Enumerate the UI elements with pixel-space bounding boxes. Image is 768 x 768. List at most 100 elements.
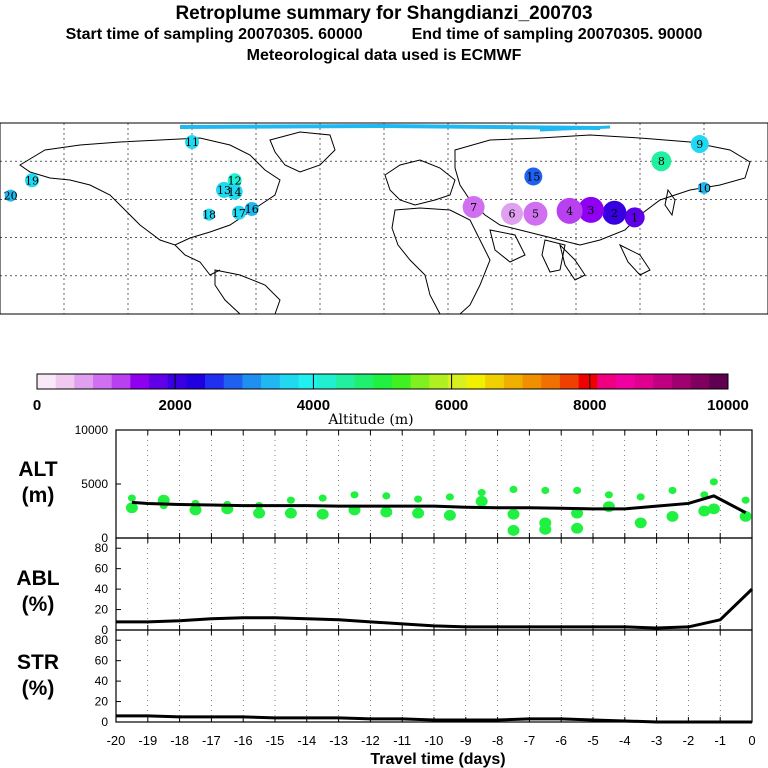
alt-cluster-dot <box>539 523 552 535</box>
colorbar-cell <box>709 374 729 389</box>
alt-cluster-dot <box>507 508 520 520</box>
colorbar-cell <box>503 374 523 389</box>
colorbar-tick-label: 10000 <box>707 397 749 414</box>
plume-circle <box>226 183 243 200</box>
alt-ytick-tick-label: 0 <box>101 531 108 545</box>
plume-day-label: 1 <box>631 211 638 224</box>
alt-cluster-dot <box>127 494 136 502</box>
colorbar-label: Altitude (m) <box>327 412 413 428</box>
abl-ytick-tick-label: 40 <box>95 582 109 596</box>
colorbar-cell <box>130 374 150 389</box>
sampling-times: Start time of sampling 20070305. 60000 E… <box>0 26 768 44</box>
str-ytick-tick-label: 40 <box>95 674 109 688</box>
plume-day-label: 19 <box>25 174 39 187</box>
x-tick-label: -20 <box>107 733 126 748</box>
plume-day-label: 14 <box>228 186 242 199</box>
colorbar-cell <box>466 374 486 389</box>
alt-cluster-dot <box>709 478 718 486</box>
map-grid <box>0 123 768 314</box>
abl-line <box>116 588 754 630</box>
alt-cluster-dot <box>634 517 647 529</box>
colorbar-cell <box>597 374 617 389</box>
plume-day-label: 18 <box>202 209 216 222</box>
alt-cluster-dot <box>350 491 359 499</box>
abl-ytick-tick-label: 80 <box>95 541 109 555</box>
alt-cluster-dot <box>741 496 750 504</box>
alt-cluster-dot <box>636 493 645 501</box>
plume-day-label: 17 <box>232 207 246 220</box>
colorbar-cell <box>634 374 654 389</box>
time-series-panels: ALT (m) ABL (%) STR (%) 0 5000 10000 0 20 40… <box>16 423 755 768</box>
str-unit: (%) <box>22 677 55 700</box>
plume-circle <box>556 197 583 224</box>
colorbar-cell <box>410 374 430 389</box>
colorbar-cell <box>242 374 262 389</box>
plume-circle <box>185 135 199 150</box>
alt-cluster-dot <box>189 504 202 516</box>
x-tick-label: -11 <box>393 733 411 748</box>
map-coastlines <box>19 131 751 315</box>
alt-cluster-dot <box>541 486 550 495</box>
abl-ytick-tick-label: 60 <box>95 562 109 576</box>
colorbar-cell <box>354 374 374 389</box>
alt-cluster-dot <box>602 501 615 513</box>
colorbar-cell <box>223 374 243 389</box>
colorbar-cell <box>55 374 75 389</box>
colorbar-cell <box>298 374 318 389</box>
plume-circle <box>501 202 523 225</box>
alt-cluster-dot <box>571 507 584 519</box>
colorbar-cell <box>37 374 57 389</box>
plume-circle <box>25 173 39 188</box>
colorbar-cell <box>541 374 561 389</box>
plume-circle <box>227 173 242 188</box>
plume-day-label: 12 <box>228 174 242 187</box>
altitude-colorbar: 0 2000 4000 6000 8000 10000 Altitude (m) <box>33 373 749 428</box>
alt-cluster-dot <box>412 507 425 519</box>
colorbar-tick-label: 8000 <box>573 397 606 414</box>
colorbar-cell <box>317 374 337 389</box>
colorbar-cell <box>391 374 411 389</box>
colorbar-cell <box>671 374 692 389</box>
colorbar-cell <box>74 374 94 389</box>
abl-label: ABL <box>16 567 59 590</box>
plume-day-label: 3 <box>587 204 594 217</box>
x-tick-label: -19 <box>138 733 157 748</box>
alt-cluster-dot <box>475 495 488 507</box>
x-tick-label: -18 <box>170 733 189 748</box>
colorbar-cell <box>653 374 673 389</box>
colorbar-cell <box>690 374 710 389</box>
alt-label: ALT <box>18 458 57 481</box>
str-ytick-tick-label: 60 <box>95 654 109 668</box>
colorbar-cell <box>167 374 187 389</box>
colorbar-cell <box>485 374 505 389</box>
plume-circle <box>523 201 548 226</box>
x-tick-label: -7 <box>524 733 536 748</box>
plume-circle <box>577 196 604 223</box>
plume-day-label: 8 <box>658 155 665 168</box>
alt-cluster-dot <box>573 486 582 495</box>
colorbar-cell <box>447 374 467 389</box>
alt-cluster-dot <box>571 522 584 534</box>
alt-cluster-dot <box>604 491 613 499</box>
colorbar-tick-label: 6000 <box>435 397 468 414</box>
end-time: End time of sampling 20070305. 90000 <box>411 26 703 43</box>
plume-day-label: 7 <box>470 201 477 214</box>
start-time: Start time of sampling 20070305. 60000 <box>65 26 363 43</box>
str-ytick-tick-label: 0 <box>101 715 108 729</box>
plume-day-label: 4 <box>566 205 573 218</box>
x-tick-label: -15 <box>266 733 285 748</box>
x-tick-label: -13 <box>329 733 348 748</box>
alt-mean-line <box>131 494 747 514</box>
colorbar-cell <box>429 374 449 389</box>
x-tick-label: -14 <box>297 733 316 748</box>
str-ytick-tick-label: 80 <box>95 633 109 647</box>
alt-cluster-dot <box>286 496 295 504</box>
x-tick-label: -6 <box>555 733 567 748</box>
plume-day-label: 20 <box>4 190 18 203</box>
colorbar-tick-label: 0 <box>33 397 41 414</box>
alt-cluster-dot <box>443 509 456 521</box>
x-tick-label: -3 <box>651 733 663 748</box>
plume-day-label: 6 <box>509 208 516 221</box>
